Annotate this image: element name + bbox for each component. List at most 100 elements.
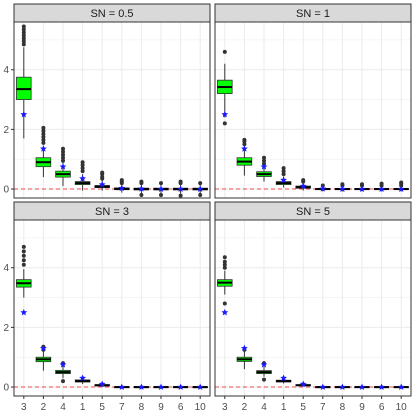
mean-star (280, 374, 288, 382)
x-tick-label: 4 (60, 402, 66, 413)
outlier-point (21, 244, 26, 249)
outlier-point (119, 178, 124, 183)
outlier-point (281, 169, 286, 174)
y-tick-label: 4 (3, 65, 9, 76)
outlier-point (340, 182, 345, 187)
box-2 (35, 125, 52, 178)
box-4 (256, 361, 272, 382)
outlier-point (21, 249, 26, 254)
box-8 (133, 383, 150, 390)
outlier-point (21, 42, 26, 47)
box-3 (16, 24, 32, 139)
outlier-point (139, 179, 144, 184)
outlier-point (222, 49, 227, 54)
mean-star (338, 383, 346, 390)
outlier-point (198, 181, 203, 186)
mean-star (39, 145, 47, 152)
outlier-point (360, 182, 364, 187)
box-9 (153, 383, 169, 390)
y-tick-label: 2 (3, 125, 9, 136)
x-tick-label: 7 (320, 402, 326, 413)
outlier-point (21, 258, 26, 263)
box-6 (373, 181, 390, 192)
box-1 (275, 374, 292, 384)
mean-star (338, 185, 346, 192)
outlier-point (262, 377, 266, 382)
outlier-point (41, 128, 46, 133)
mean-star (240, 344, 248, 352)
outlier-point (41, 134, 46, 139)
box-3 (16, 244, 32, 316)
outlier-point (41, 131, 46, 136)
outlier-point (262, 158, 266, 163)
outlier-point (159, 193, 163, 198)
outlier-point (178, 193, 183, 198)
mean-star (260, 163, 268, 170)
outlier-point (222, 121, 227, 126)
box-8 (334, 383, 351, 390)
outlier-point (139, 193, 144, 198)
mean-star (196, 383, 204, 390)
box-4 (256, 155, 272, 182)
box-7 (114, 178, 130, 193)
outlier-point (80, 160, 85, 165)
panel-border (13, 21, 211, 199)
x-tick-label: 1 (80, 402, 86, 413)
mean-star (221, 308, 229, 316)
facet-title: SN = 1 (296, 8, 330, 20)
mean-star (280, 176, 288, 184)
outlier-point (222, 259, 227, 264)
mean-star (378, 383, 386, 390)
mean-star (59, 163, 67, 170)
mean-star (319, 185, 327, 192)
outlier-point (61, 379, 65, 384)
mean-star (397, 383, 405, 390)
mean-star (358, 185, 366, 192)
y-tick-label: 2 (3, 323, 9, 334)
outlier-point (222, 301, 227, 306)
facet-title: SN = 3 (95, 206, 129, 218)
box-7 (315, 383, 331, 390)
box-4 (55, 361, 71, 384)
mean-star (221, 110, 229, 118)
outlier-point (100, 170, 105, 175)
facet-panel: SN = 1 (214, 3, 412, 199)
outlier-point (41, 140, 46, 145)
outlier-point (61, 158, 65, 163)
box-3 (217, 49, 233, 126)
mean-star (118, 184, 126, 192)
mean-star (98, 380, 106, 387)
outlier-point (281, 166, 286, 171)
facet-title: SN = 0.5 (90, 8, 133, 20)
mean-star (98, 180, 106, 188)
mean-star (137, 185, 145, 192)
x-tick-label: 4 (261, 402, 267, 413)
outlier-point (301, 178, 306, 183)
outlier-point (80, 163, 85, 168)
outlier-point (399, 180, 404, 185)
facet-panel: SN = 5 3 2 4 1 5 7 8 9 6 10 (214, 201, 412, 413)
outlier-point (198, 193, 203, 198)
x-tick-label: 9 (158, 402, 164, 413)
box-10 (393, 383, 409, 390)
outlier-point (21, 33, 26, 38)
box-10 (192, 181, 208, 198)
outlier-point (61, 152, 65, 157)
mean-star (20, 110, 28, 118)
mean-star (240, 145, 248, 152)
box-7 (114, 383, 130, 390)
y-tick-label: 0 (3, 383, 9, 394)
outlier-point (222, 262, 227, 267)
panel-border (214, 21, 412, 199)
outlier-point (61, 149, 65, 154)
outlier-point (242, 142, 247, 147)
x-tick-label: 9 (359, 402, 365, 413)
box-10 (192, 383, 208, 390)
x-tick-label: 1 (281, 402, 287, 413)
x-tick-label: 6 (178, 402, 184, 413)
facet-title: SN = 5 (296, 206, 330, 218)
facet-panel: SN = 0.5 0 2 4 (3, 3, 211, 199)
outlier-point (21, 30, 26, 35)
box-6 (172, 179, 189, 198)
mean-star (137, 383, 145, 390)
